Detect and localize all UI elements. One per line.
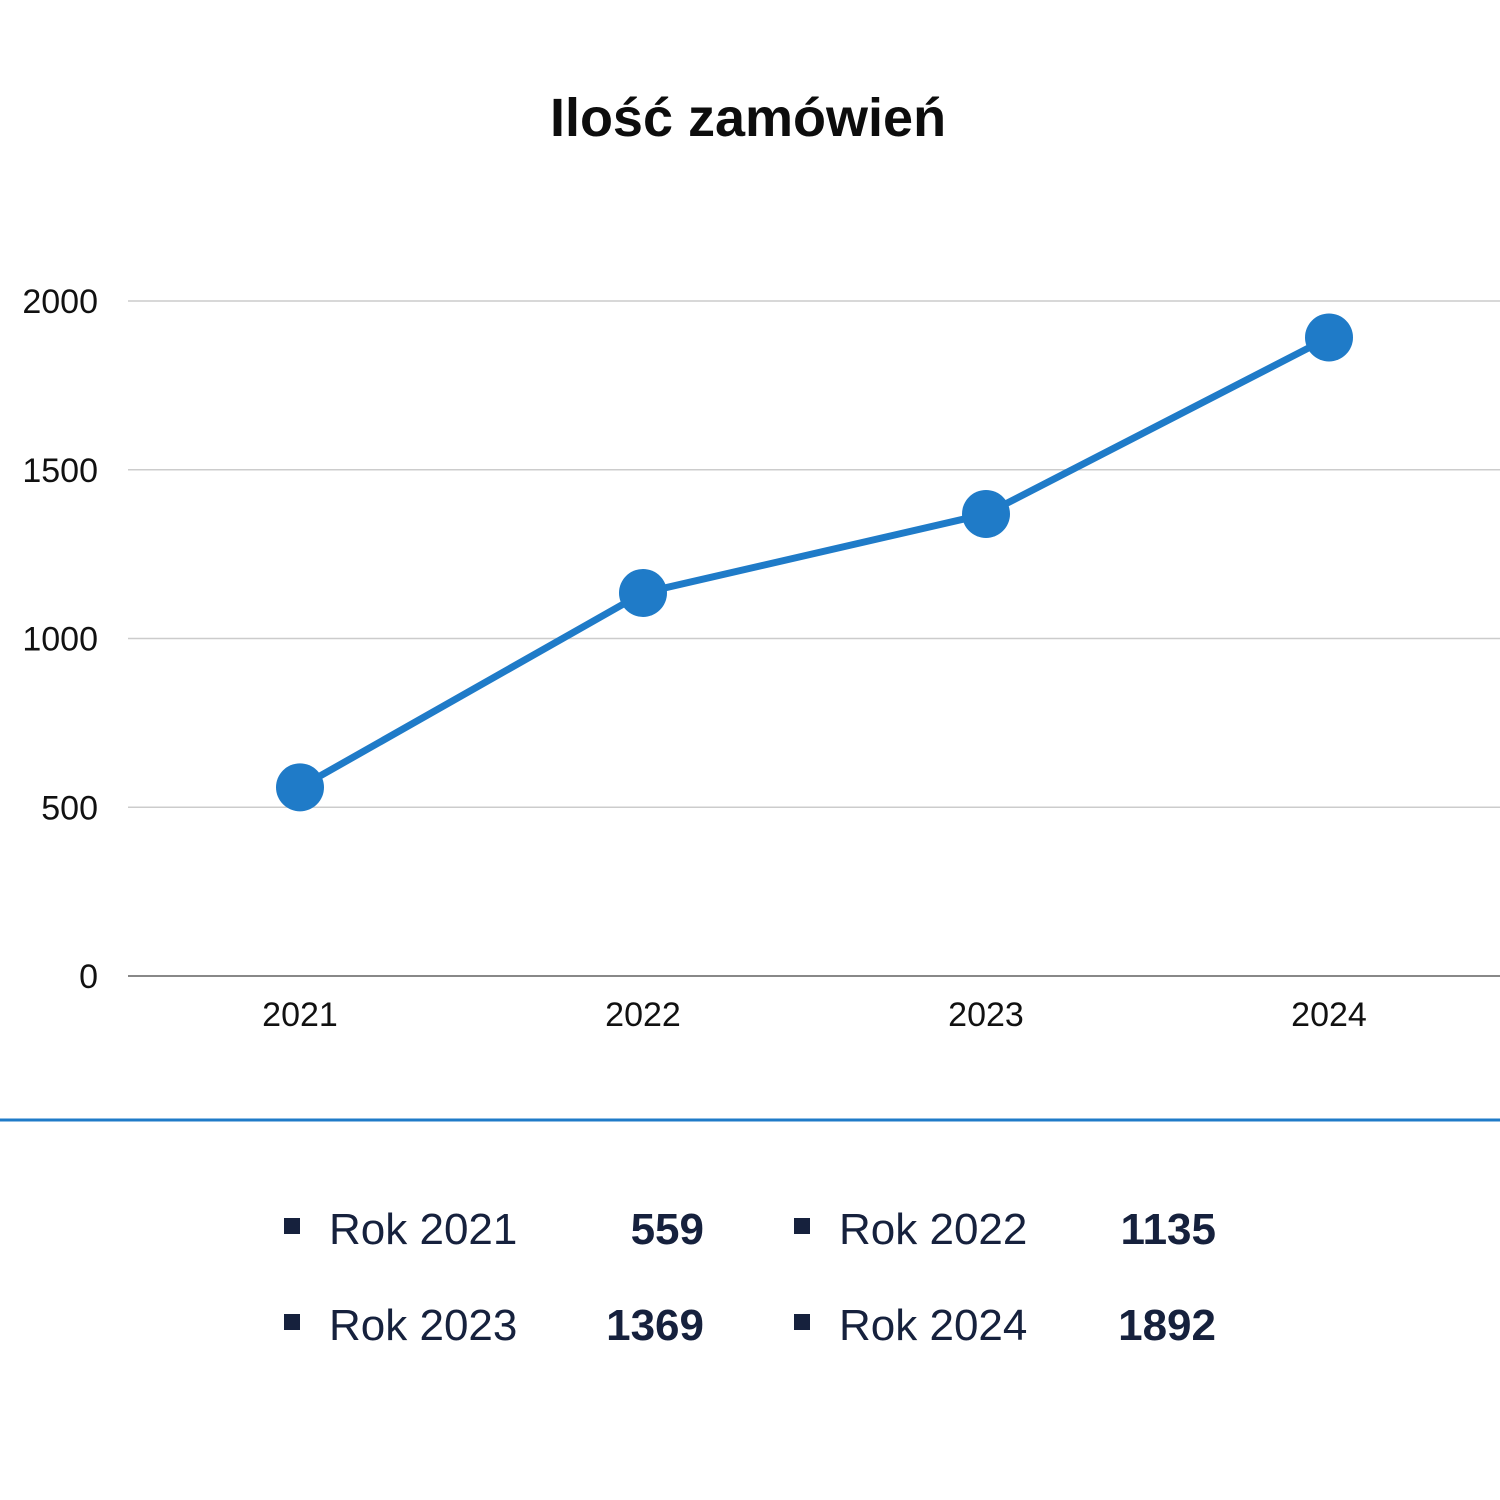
x-tick-label: 2022 [605,996,681,1034]
y-axis-ticks: 0 500 1000 1500 2000 [22,283,98,996]
y-tick-label: 500 [41,789,98,827]
legend-value: 1892 [1118,1301,1216,1350]
x-tick-label: 2024 [1291,996,1367,1034]
legend-value: 1369 [606,1301,704,1350]
data-point [276,763,324,812]
x-tick-label: 2021 [262,996,338,1034]
series-line [296,333,1333,791]
legend: Rok 2021 559 Rok 2022 1135 Rok 2023 1369 Rok 2… [284,1205,1216,1350]
y-tick-label: 1000 [22,621,98,659]
legend-label: Rok 2022 [839,1205,1027,1254]
legend-marker [794,1314,810,1330]
series-layer [276,313,1353,812]
gridlines [128,300,1500,977]
legend-marker [794,1218,810,1234]
legend-value: 559 [631,1205,704,1254]
legend-marker [284,1218,300,1234]
y-tick-label: 0 [79,958,98,996]
y-tick-label: 1500 [22,452,98,490]
legend-label: Rok 2024 [839,1301,1027,1350]
legend-label: Rok 2021 [329,1205,517,1254]
y-tick-label: 2000 [22,283,98,321]
legend-marker [284,1314,300,1330]
x-axis-ticks: 2021 2022 2023 2024 [262,996,1367,1034]
chart-title: Ilość zamówień [550,88,946,148]
x-tick-label: 2023 [948,996,1024,1034]
data-point [1305,313,1353,362]
data-point [619,568,667,617]
legend-value: 1135 [1121,1205,1216,1254]
legend-label: Rok 2023 [329,1301,517,1350]
data-point [962,489,1010,538]
